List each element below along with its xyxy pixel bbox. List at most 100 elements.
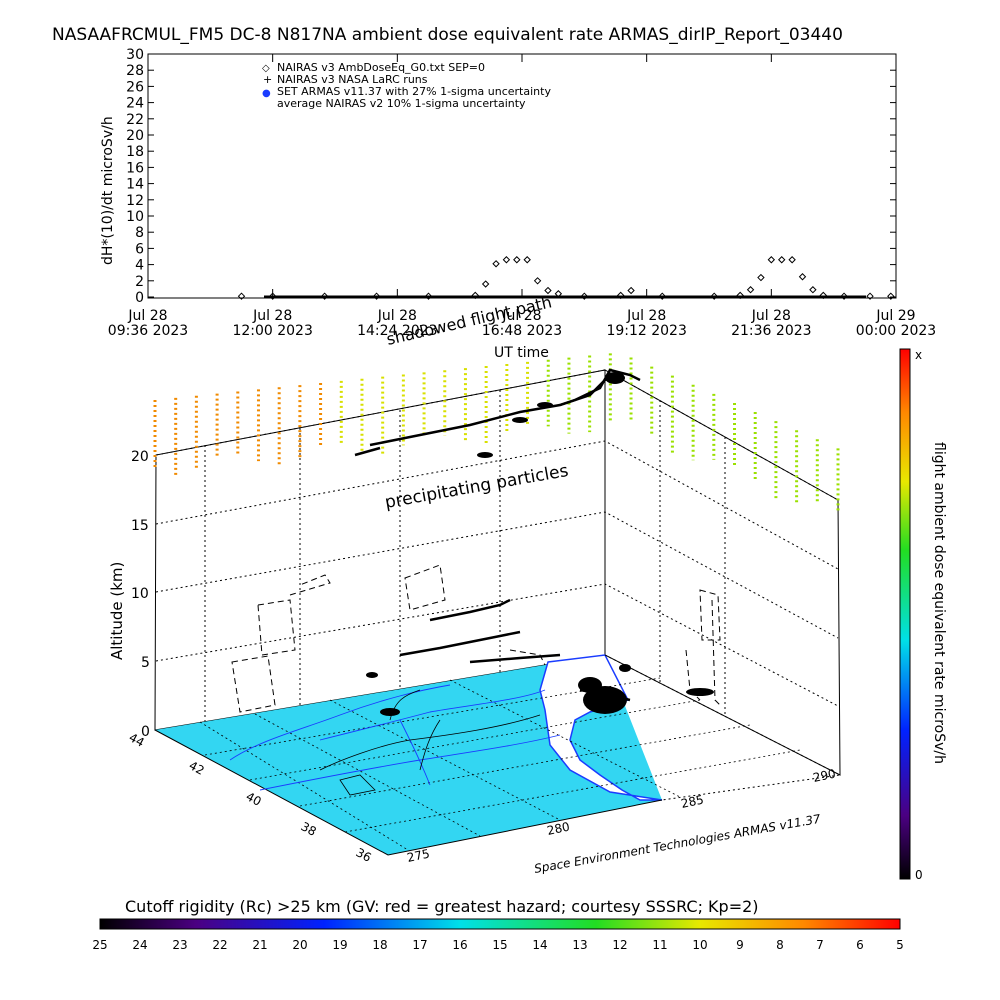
y-tick-label: 6 — [135, 241, 144, 257]
rigidity-tick-label: 25 — [92, 938, 107, 952]
legend-symbol-1: + — [263, 73, 272, 86]
data-point — [746, 286, 755, 294]
y-tick-label: 2 — [135, 274, 144, 290]
data-point — [767, 256, 776, 264]
y-tick-label: 20 — [126, 128, 144, 144]
rigidity-colorbar-title: Cutoff rigidity (Rc) >25 km (GV: red = g… — [125, 897, 759, 916]
map-floor-ocean — [155, 655, 662, 855]
rigidity-tick-label: 8 — [776, 938, 784, 952]
data-point — [819, 291, 827, 300]
data-point — [866, 292, 874, 300]
x-tick-label-date: Jul 29 — [875, 308, 915, 324]
data-point — [840, 292, 848, 300]
dose-colorbar-label: flight ambient dose equivalent rate micr… — [931, 442, 947, 764]
y-tick-label: 8 — [135, 225, 144, 241]
y-tick-label: 24 — [126, 96, 144, 112]
rigidity-colorbar-ticks: 25 24 23 22 21 20 19 18 17 16 15 14 13 12 11 10 9 8 7 6 5 — [92, 938, 903, 952]
map-region-borders — [229, 684, 561, 791]
rigidity-tick-label: 21 — [252, 938, 267, 952]
data-point — [757, 273, 765, 282]
data-point — [627, 286, 635, 295]
data-point — [471, 291, 479, 300]
lon-tick-280: 280 — [546, 819, 571, 837]
y-tick-label: 12 — [126, 193, 144, 209]
dose-colorbar-bottom-label: 0 — [915, 868, 923, 882]
y-tick-label: 18 — [126, 144, 144, 160]
x-tick-label-time: 09:36 2023 — [108, 323, 188, 339]
rigidity-tick-label: 19 — [332, 938, 347, 952]
legend-symbol-0: ◇ — [262, 63, 270, 74]
x-tick-label-date: Jul 28 — [127, 308, 167, 324]
x-tick-label-time: 12:00 2023 — [232, 323, 312, 339]
x-tick-label-date: Jul 28 — [501, 308, 541, 324]
rigidity-tick-label: 6 — [856, 938, 864, 952]
z-tick-0: 0 — [141, 724, 150, 740]
map-state-lines — [319, 689, 541, 796]
rigidity-tick-label: 20 — [292, 938, 307, 952]
rigidity-tick-label: 23 — [172, 938, 187, 952]
lat-tick-42: 42 — [187, 758, 207, 778]
data-point — [736, 291, 744, 300]
data-point — [809, 286, 817, 294]
rigidity-tick-label: 17 — [412, 938, 427, 952]
legend: ◇ NAIRAS v3 AmbDoseEq_G0.txt SEP=0 + NAI… — [262, 61, 551, 110]
rigidity-tick-label: 22 — [212, 938, 227, 952]
y-tick-label: 0 — [135, 290, 144, 306]
map-floor-grid — [199, 677, 801, 851]
y-tick-label: 22 — [126, 112, 144, 128]
y-tick-label: 14 — [126, 177, 144, 193]
z-tick-15: 15 — [131, 518, 149, 534]
rigidity-tick-label: 12 — [612, 938, 627, 952]
flight-track-cluster — [366, 372, 714, 716]
rigidity-colorbar: Cutoff rigidity (Rc) >25 km (GV: red = g… — [92, 897, 903, 952]
data-point — [778, 256, 786, 264]
flight-track — [354, 368, 641, 702]
rigidity-tick-label: 24 — [132, 938, 147, 952]
z-axis-label: Altitude (km) — [108, 562, 126, 660]
y-tick-label: 28 — [126, 63, 144, 79]
dose-colorbar-top-label: x — [915, 348, 922, 362]
data-point — [492, 260, 500, 268]
y-tick-label: 4 — [135, 258, 144, 274]
x-tick-label-time: 00:00 2023 — [856, 323, 936, 339]
x-tick-label-date: Jul 28 — [626, 308, 666, 324]
data-point — [523, 256, 531, 264]
data-point — [788, 256, 796, 264]
top-x-label: UT time — [494, 345, 549, 361]
precipitating-particles — [153, 353, 840, 512]
z-tick-20: 20 — [131, 449, 149, 465]
rigidity-tick-label: 7 — [816, 938, 824, 952]
y-tick-label: 10 — [126, 209, 144, 225]
data-point — [513, 256, 521, 264]
rigidity-colorbar-gradient — [99, 918, 901, 930]
rigidity-tick-label: 9 — [736, 938, 744, 952]
legend-text-0: NAIRAS v3 AmbDoseEq_G0.txt SEP=0 — [277, 61, 485, 74]
y-tick-label: 16 — [126, 160, 144, 176]
data-point — [237, 292, 246, 300]
legend-text-3: average NAIRAS v2 10% 1-sigma uncertaint… — [277, 97, 526, 110]
z-tick-5: 5 — [141, 655, 150, 671]
dose-colorbar-gradient — [899, 348, 911, 880]
lon-tick-275: 275 — [406, 846, 431, 864]
lat-tick-38: 38 — [299, 819, 319, 839]
legend-symbol-2: ● — [262, 88, 271, 99]
chart-title: NASAAFRCMUL_FM5 DC-8 N817NA ambient dose… — [52, 25, 843, 45]
rigidity-tick-label: 13 — [572, 938, 587, 952]
rigidity-tick-label: 10 — [692, 938, 707, 952]
data-point — [616, 291, 625, 300]
y-tick-label: 30 — [126, 47, 144, 63]
rigidity-tick-label: 5 — [896, 938, 904, 952]
data-point — [887, 292, 895, 300]
data-point — [544, 286, 552, 295]
rigidity-tick-label: 16 — [452, 938, 467, 952]
flight-3d-plot: 0 5 10 15 20 Altitude (km) 44 42 40 38 3… — [108, 292, 842, 876]
z-tick-10: 10 — [131, 586, 149, 602]
x-tick-label-time: 16:48 2023 — [482, 323, 562, 339]
data-point — [533, 277, 542, 285]
data-point — [798, 273, 807, 281]
altitude-gridlines — [155, 369, 839, 722]
map-floor-outline — [154, 729, 663, 856]
